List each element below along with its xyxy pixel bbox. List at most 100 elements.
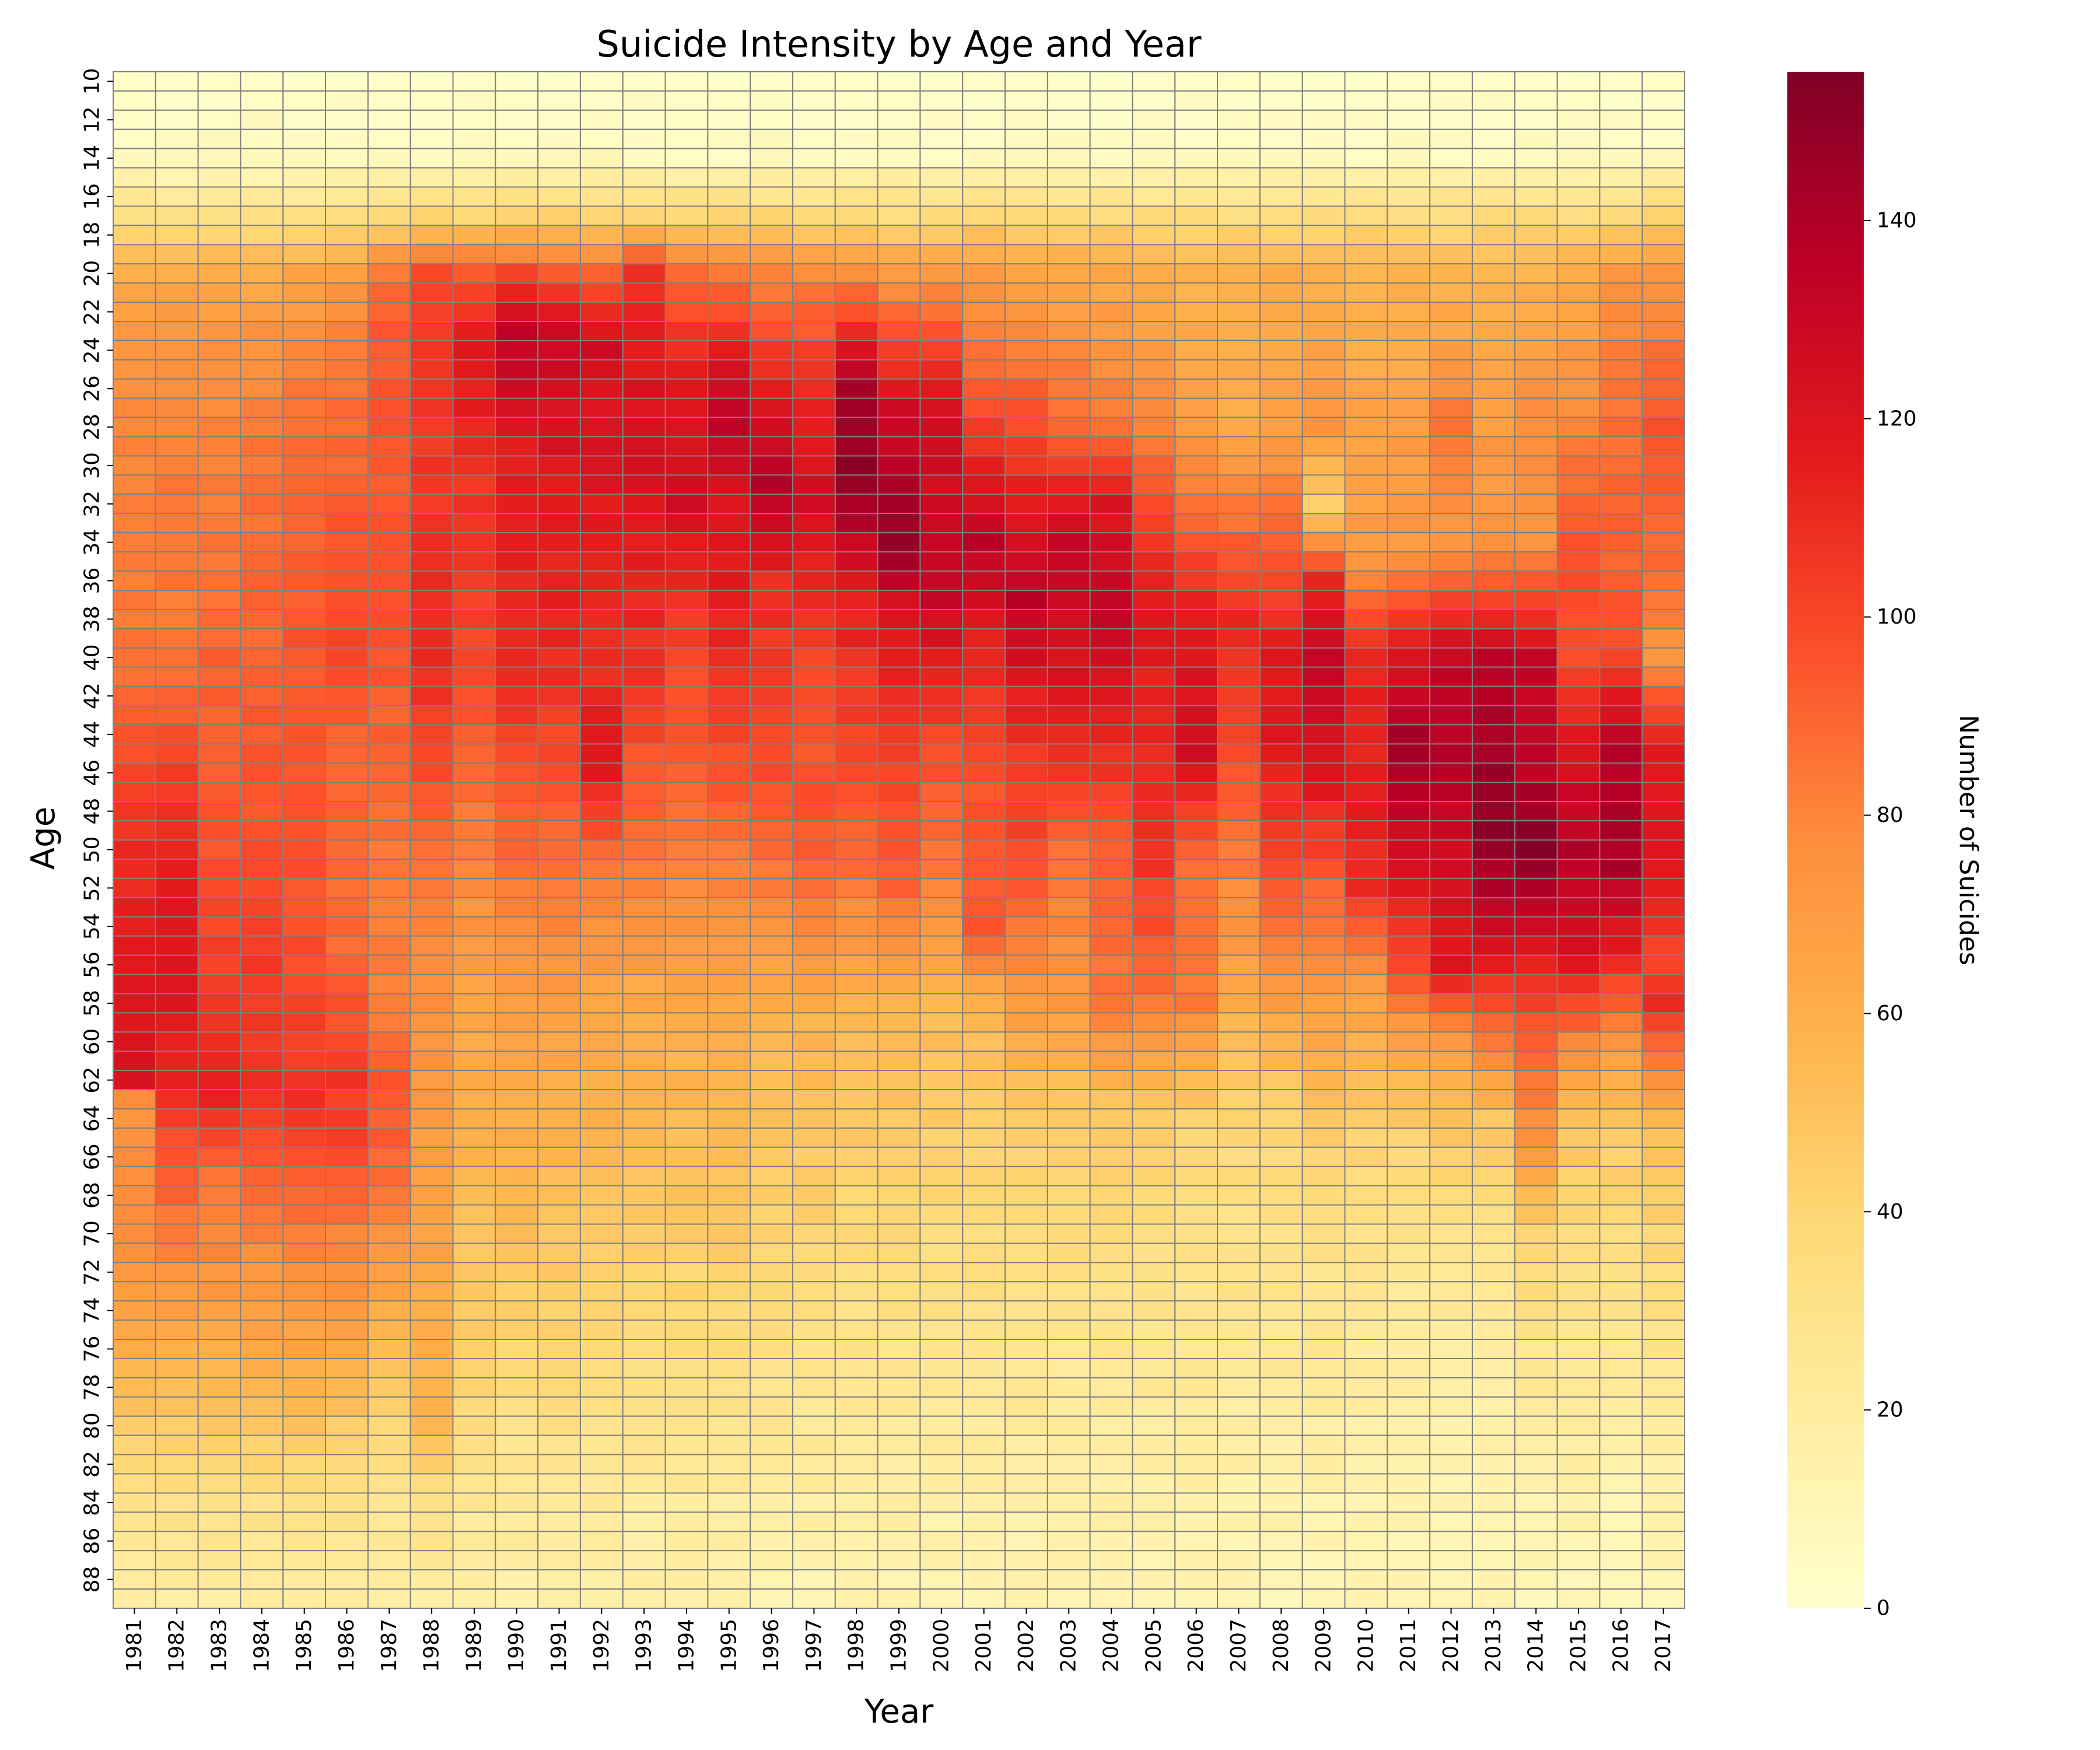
- heatmap-cell: [1429, 608, 1473, 629]
- heatmap-cell: [664, 1434, 709, 1455]
- heatmap-cell: [1132, 378, 1176, 399]
- heatmap-cell: [750, 1511, 793, 1532]
- heatmap-cell: [1005, 1185, 1048, 1206]
- heatmap-cell: [197, 532, 242, 553]
- heatmap-cell: [792, 762, 836, 783]
- heatmap-cell: [1387, 705, 1431, 726]
- heatmap-cell: [1217, 628, 1261, 649]
- heatmap-cell: [1005, 974, 1048, 995]
- heatmap-cell: [622, 1415, 666, 1436]
- y-tick-label: 58: [80, 990, 104, 1017]
- heatmap-cell: [834, 1377, 878, 1398]
- heatmap-cell: [1046, 513, 1091, 534]
- heatmap-cell: [962, 820, 1006, 841]
- heatmap-cell: [877, 666, 921, 687]
- heatmap-cell: [622, 1012, 666, 1033]
- heatmap-cell: [1005, 455, 1048, 476]
- heatmap-cell: [1344, 416, 1388, 438]
- heatmap-cell: [664, 90, 709, 111]
- heatmap-cell: [962, 1300, 1006, 1321]
- heatmap-cell: [1642, 1031, 1685, 1052]
- heatmap-cell: [962, 1492, 1006, 1513]
- heatmap-cell: [622, 570, 666, 591]
- heatmap-cell: [282, 167, 327, 188]
- heatmap-cell: [367, 1127, 411, 1148]
- heatmap-cell: [1344, 1531, 1388, 1552]
- heatmap-cell: [1344, 1357, 1388, 1378]
- x-tick-label: 1986: [335, 1619, 359, 1672]
- heatmap-cell: [1259, 321, 1303, 341]
- heatmap-cell: [1259, 205, 1303, 226]
- heatmap-cell: [579, 1492, 624, 1513]
- heatmap-cell: [452, 1089, 496, 1110]
- heatmap-cell: [1471, 1320, 1516, 1340]
- heatmap-cell: [367, 839, 411, 860]
- heatmap-cell: [1046, 570, 1091, 591]
- heatmap-cell: [1599, 71, 1643, 92]
- heatmap-cell: [537, 1204, 581, 1225]
- heatmap-cell: [537, 1339, 581, 1359]
- y-tick-label: 22: [80, 299, 104, 326]
- heatmap-cell: [834, 397, 878, 418]
- heatmap-cell: [1471, 244, 1516, 265]
- heatmap-cell: [452, 743, 496, 764]
- heatmap-cell: [792, 1492, 836, 1513]
- heatmap-cell: [240, 954, 284, 975]
- heatmap-cell: [452, 1415, 496, 1436]
- heatmap-cell: [1514, 1434, 1558, 1455]
- heatmap-cell: [622, 244, 666, 265]
- heatmap-cell: [1344, 474, 1388, 495]
- heatmap-cell: [1429, 1242, 1473, 1264]
- heatmap-cell: [792, 71, 836, 92]
- heatmap-cell: [664, 1377, 709, 1398]
- heatmap-cell: [962, 90, 1006, 111]
- heatmap-cell: [1599, 570, 1643, 591]
- heatmap-cell: [282, 705, 327, 726]
- heatmap-cell: [579, 186, 624, 207]
- heatmap-cell: [1471, 897, 1516, 918]
- heatmap-cell: [155, 340, 199, 360]
- heatmap-cell: [1005, 570, 1048, 591]
- heatmap-cell: [325, 302, 369, 323]
- heatmap-cell: [1089, 225, 1133, 246]
- heatmap-cell: [1429, 1262, 1473, 1283]
- heatmap-cell: [1387, 993, 1431, 1014]
- heatmap-cell: [1259, 167, 1303, 188]
- heatmap-cell: [1599, 1146, 1643, 1167]
- heatmap-cell: [325, 897, 369, 918]
- heatmap-cell: [1599, 1434, 1643, 1455]
- heatmap-cell: [1089, 743, 1133, 764]
- heatmap-cell: [1344, 1204, 1388, 1225]
- heatmap-cell: [579, 877, 624, 898]
- heatmap-cell: [1344, 974, 1388, 995]
- heatmap-cell: [962, 340, 1006, 360]
- heatmap-cell: [707, 90, 751, 111]
- heatmap-cell: [240, 1300, 284, 1321]
- heatmap-cell: [919, 1357, 964, 1378]
- heatmap-cell: [792, 628, 836, 649]
- heatmap-cell: [1387, 1511, 1431, 1532]
- heatmap-cell: [1046, 1511, 1091, 1532]
- x-tick-label: 2014: [1524, 1619, 1548, 1672]
- heatmap-cell: [113, 1204, 156, 1225]
- heatmap-cell: [834, 1415, 878, 1436]
- heatmap-cell: [325, 1320, 369, 1340]
- heatmap-cell: [664, 858, 709, 879]
- heatmap-cell: [962, 916, 1006, 937]
- heatmap-cell: [495, 705, 539, 726]
- heatmap-cell: [707, 128, 751, 149]
- heatmap-cell: [410, 321, 454, 341]
- heatmap-cell: [1046, 820, 1091, 841]
- heatmap-cell: [1046, 1281, 1091, 1302]
- heatmap-cell: [1429, 71, 1473, 92]
- heatmap-cell: [1429, 359, 1473, 380]
- heatmap-cell: [1132, 532, 1176, 553]
- heatmap-cell: [1344, 1320, 1388, 1340]
- heatmap-cell: [1599, 1031, 1643, 1052]
- heatmap-cell: [1387, 416, 1431, 438]
- heatmap-cell: [834, 474, 878, 495]
- heatmap-cell: [410, 1012, 454, 1033]
- heatmap-cell: [155, 801, 199, 822]
- heatmap-cell: [1556, 858, 1601, 879]
- heatmap-cell: [410, 954, 454, 975]
